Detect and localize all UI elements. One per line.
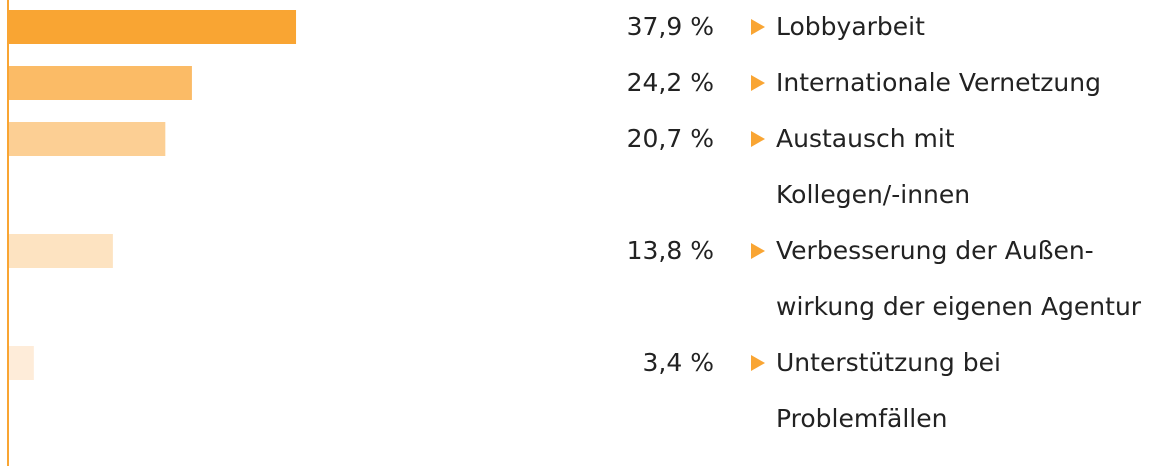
bullet <box>751 131 765 147</box>
category-label: Unterstützung bei Problemfällen <box>776 348 1001 433</box>
bar <box>8 346 34 380</box>
value-label: 37,9 % <box>626 12 714 41</box>
bullet <box>751 19 765 35</box>
bullet <box>751 243 765 259</box>
bar <box>8 122 166 156</box>
value-label: 3,4 % <box>642 348 714 377</box>
bullet <box>751 75 765 91</box>
category-label: Lobbyarbeit <box>776 12 925 41</box>
category-label: Internationale Vernetzung <box>776 68 1101 97</box>
category-label: Verbesserung der Außen- wirkung der eige… <box>776 236 1142 321</box>
bar <box>8 234 113 268</box>
value-label: 20,7 % <box>626 124 714 153</box>
value-label: 24,2 % <box>626 68 714 97</box>
bar <box>8 10 297 44</box>
category-label: Austausch mit Kollegen/-innen <box>776 124 971 209</box>
value-label: 13,8 % <box>626 236 714 265</box>
bullet <box>751 355 765 371</box>
bar <box>8 66 192 100</box>
